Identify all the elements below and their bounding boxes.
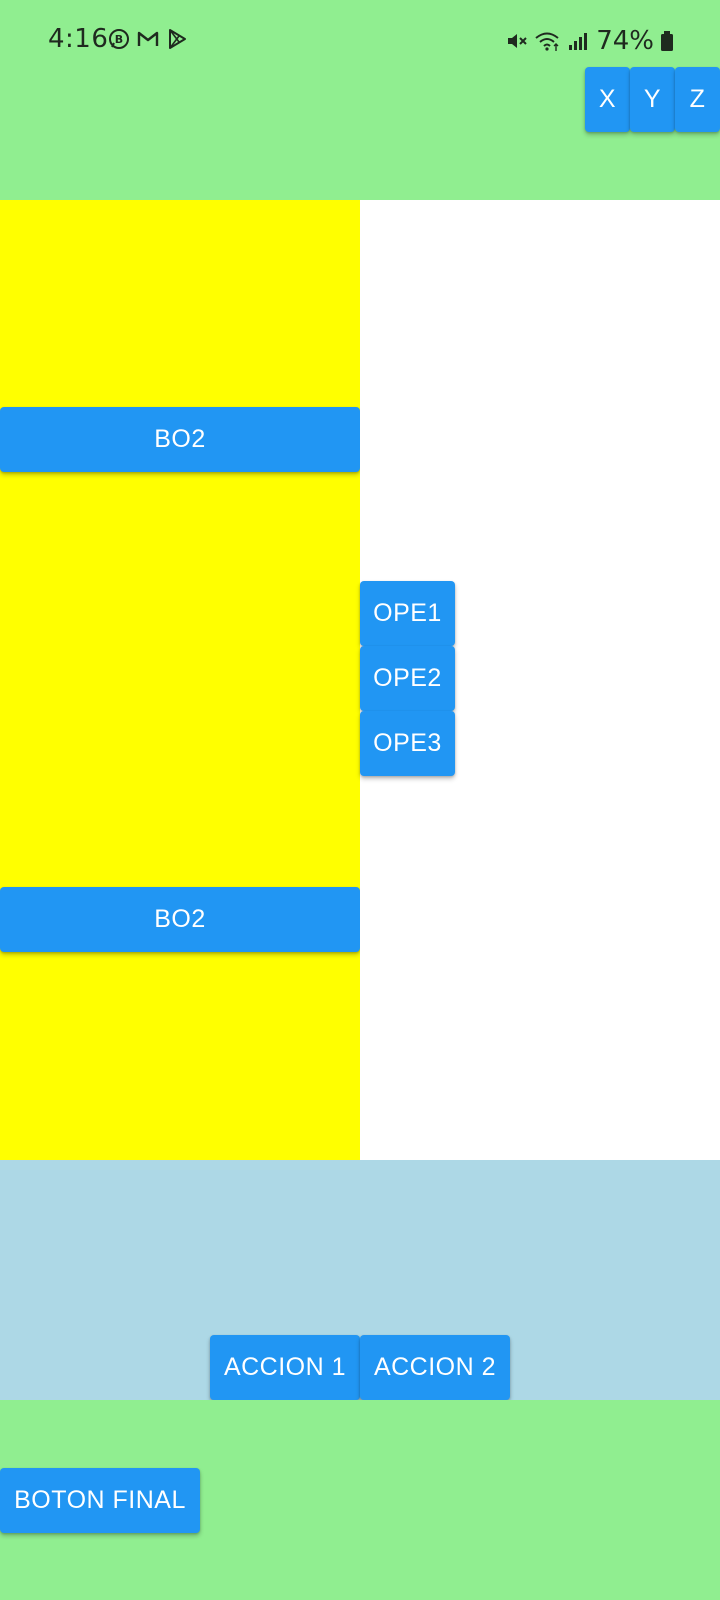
wifi-icon	[534, 30, 562, 52]
ope-button-group: OPE1 OPE2 OPE3	[360, 581, 455, 776]
x-button[interactable]: X	[585, 67, 630, 132]
y-button[interactable]: Y	[630, 67, 675, 132]
system-status-icons: 74%	[506, 26, 674, 56]
accion-2-button[interactable]: ACCION 2	[360, 1335, 510, 1400]
middle-section: BO2 BO2 OPE1 OPE2 OPE3	[0, 200, 720, 1160]
status-bar: 4:16 B	[0, 0, 720, 80]
battery-percentage: 74%	[596, 26, 654, 56]
left-yellow-panel: BO2 BO2	[0, 200, 360, 1160]
ope3-button[interactable]: OPE3	[360, 711, 455, 776]
battery-icon	[660, 30, 674, 52]
boton-final-button[interactable]: BOTON FINAL	[0, 1468, 200, 1533]
bo2-button-top[interactable]: BO2	[0, 407, 360, 472]
top-header: 4:16 B	[0, 0, 720, 200]
action-button-group: ACCION 1 ACCION 2	[210, 1335, 510, 1400]
notification-icons: B	[108, 28, 188, 50]
xyz-button-group: X Y Z	[585, 67, 720, 132]
bottom-section: BOTON FINAL	[0, 1400, 720, 1600]
ope2-button[interactable]: OPE2	[360, 646, 455, 711]
svg-text:B: B	[115, 33, 123, 46]
z-button[interactable]: Z	[675, 67, 720, 132]
mute-icon	[506, 30, 528, 52]
ope1-button[interactable]: OPE1	[360, 581, 455, 646]
business-chat-icon: B	[108, 28, 130, 50]
gmail-icon	[136, 28, 160, 50]
action-band: ACCION 1 ACCION 2	[0, 1160, 720, 1400]
play-store-icon	[166, 28, 188, 50]
accion-1-button[interactable]: ACCION 1	[210, 1335, 360, 1400]
status-time: 4:16	[48, 24, 109, 54]
bo2-button-bottom[interactable]: BO2	[0, 887, 360, 952]
signal-icon	[568, 30, 588, 52]
